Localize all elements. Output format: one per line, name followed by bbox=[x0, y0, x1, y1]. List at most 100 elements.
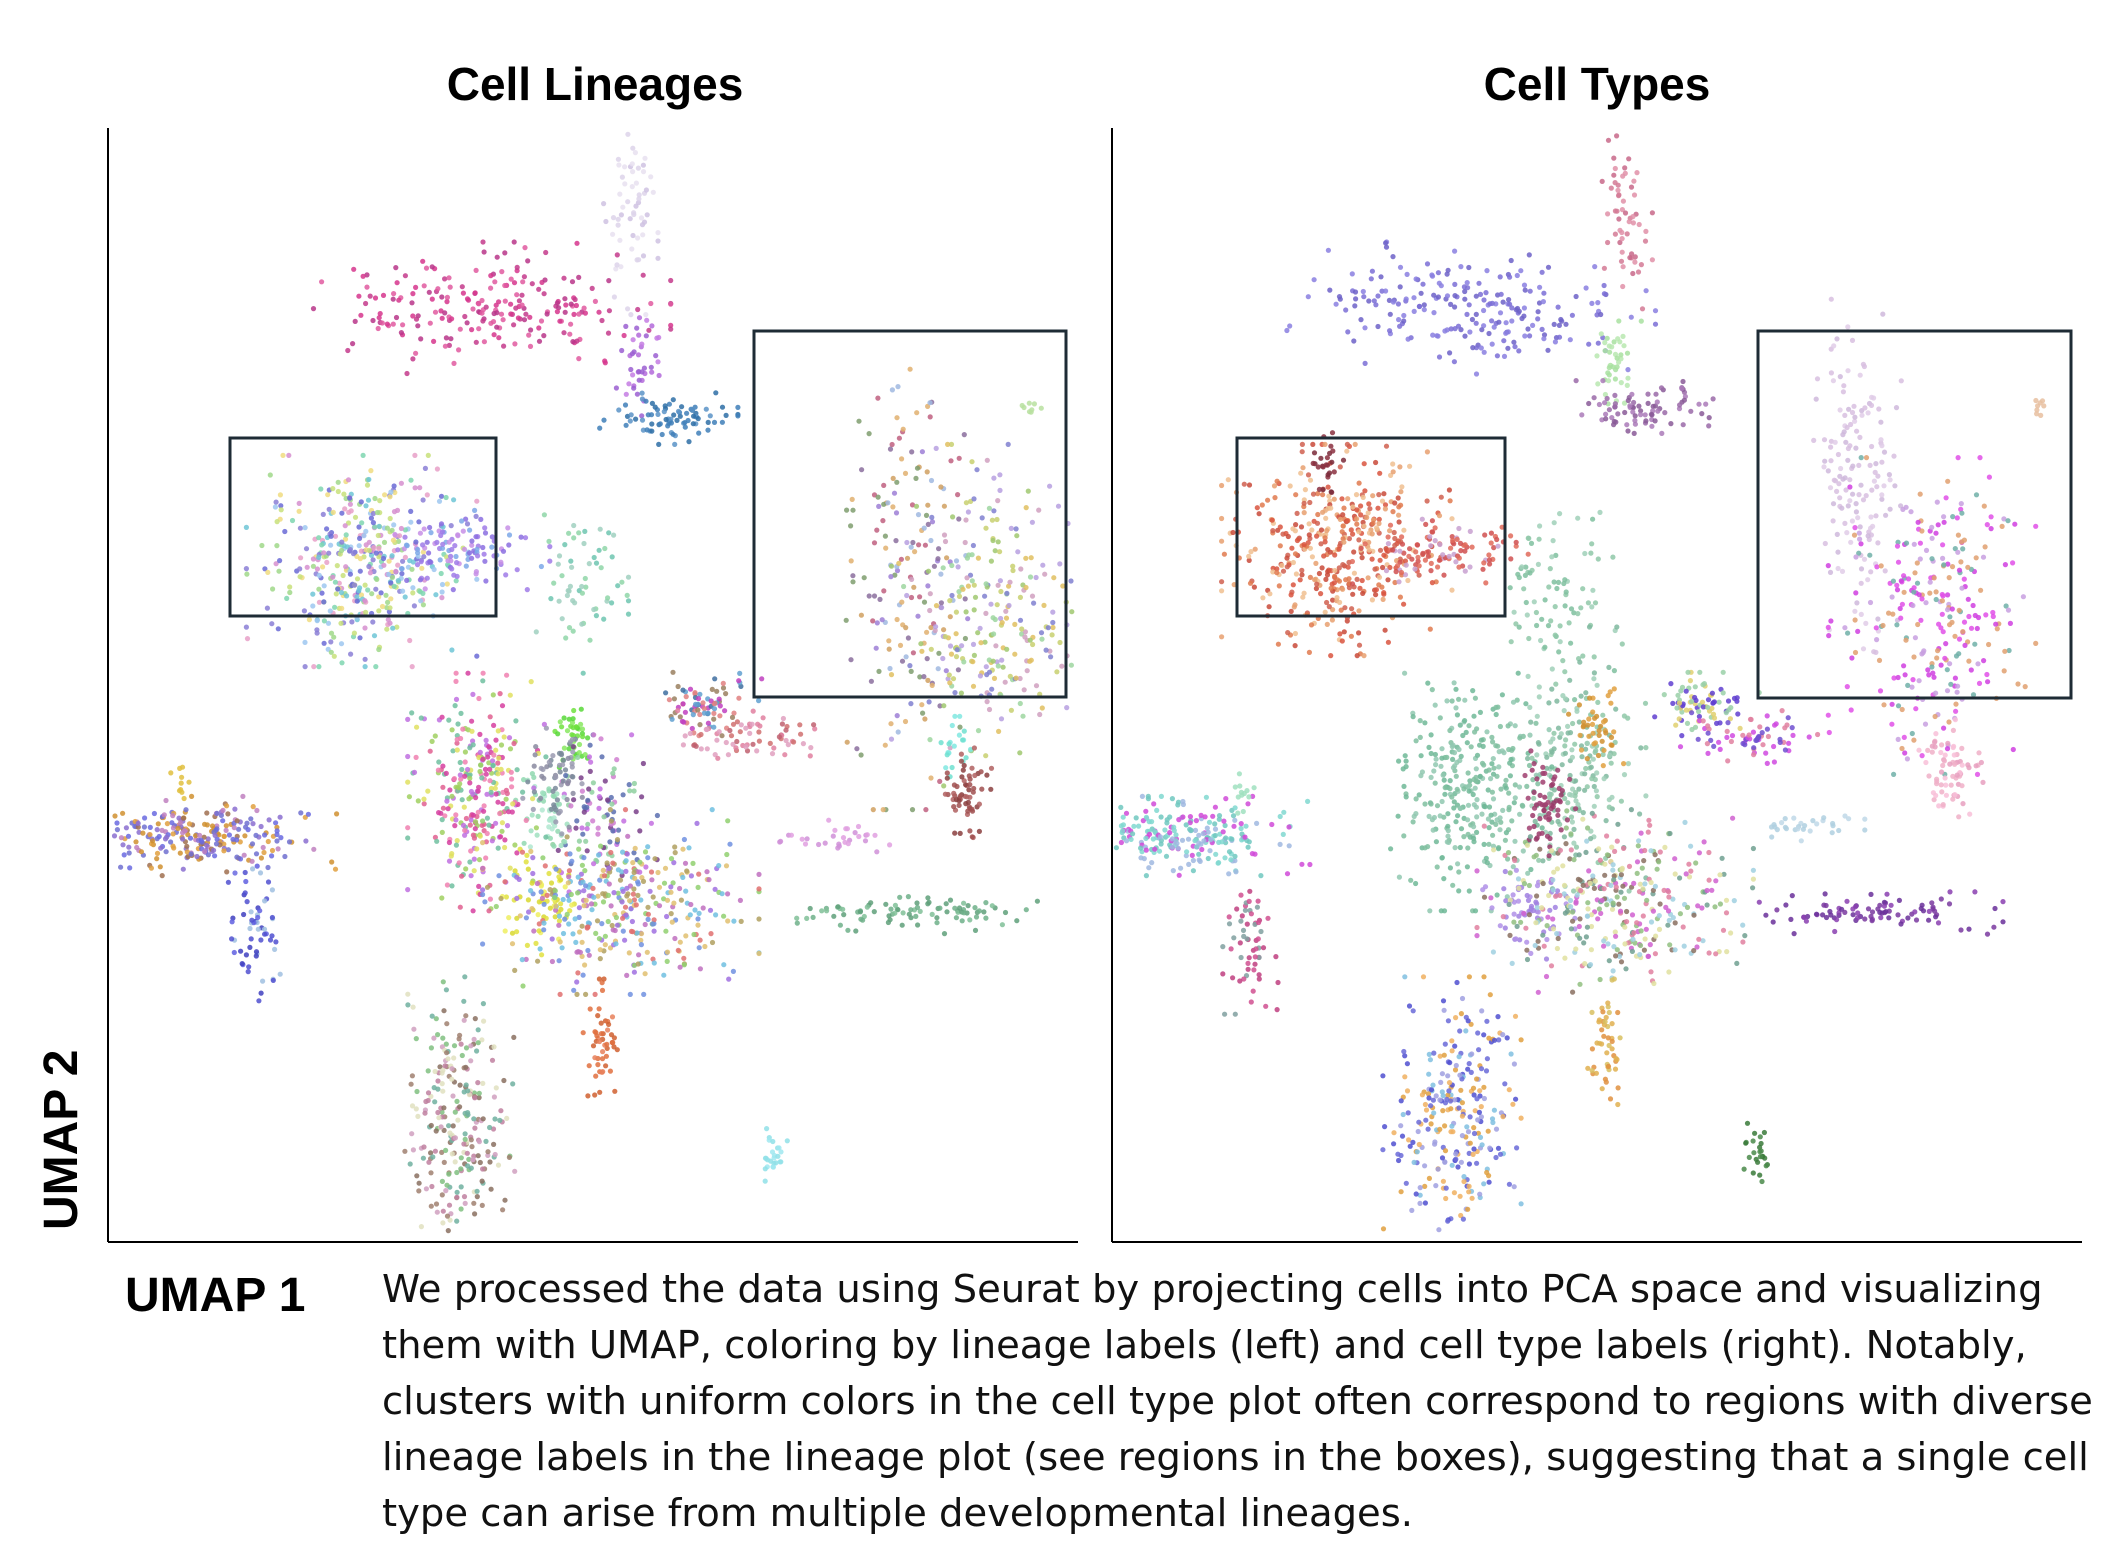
scatter-point bbox=[1592, 264, 1597, 269]
scatter-point bbox=[959, 759, 964, 764]
scatter-point bbox=[1334, 595, 1339, 600]
scatter-point bbox=[1405, 272, 1410, 277]
scatter-point bbox=[985, 699, 990, 704]
scatter-point bbox=[324, 560, 329, 565]
scatter-point bbox=[582, 306, 587, 311]
scatter-point bbox=[1620, 250, 1625, 255]
scatter-point bbox=[566, 531, 571, 536]
scatter-point bbox=[925, 503, 930, 508]
scatter-point bbox=[631, 337, 636, 342]
scatter-point bbox=[488, 286, 493, 291]
scatter-point bbox=[1054, 669, 1059, 674]
scatter-point bbox=[1842, 413, 1847, 418]
scatter-point bbox=[608, 807, 613, 812]
scatter-point bbox=[561, 330, 566, 335]
scatter-point bbox=[1895, 544, 1900, 549]
scatter-point bbox=[1831, 343, 1836, 348]
scatter-point bbox=[1842, 521, 1847, 526]
scatter-point bbox=[601, 617, 606, 622]
scatter-point bbox=[462, 314, 467, 319]
scatter-point bbox=[1519, 564, 1524, 569]
scatter-point bbox=[487, 1125, 492, 1130]
scatter-point bbox=[501, 549, 506, 554]
scatter-point bbox=[530, 881, 535, 886]
scatter-point bbox=[269, 853, 274, 858]
scatter-point bbox=[895, 713, 900, 718]
scatter-point bbox=[1847, 477, 1852, 482]
scatter-point bbox=[1957, 637, 1962, 642]
scatter-point bbox=[243, 879, 248, 884]
scatter-point bbox=[1960, 546, 1965, 551]
scatter-point bbox=[826, 818, 831, 823]
scatter-point bbox=[1518, 268, 1523, 273]
scatter-point bbox=[713, 887, 718, 892]
scatter-point bbox=[1831, 518, 1836, 523]
scatter-point bbox=[966, 787, 971, 792]
scatter-point bbox=[945, 776, 950, 781]
scatter-point bbox=[970, 552, 975, 557]
scatter-point bbox=[157, 834, 162, 839]
scatter-point bbox=[648, 301, 653, 306]
scatter-point bbox=[932, 564, 937, 569]
scatter-point bbox=[1428, 627, 1433, 632]
scatter-point bbox=[278, 815, 283, 820]
scatter-point bbox=[1826, 633, 1831, 638]
scatter-point bbox=[495, 255, 500, 260]
scatter-point bbox=[631, 210, 636, 215]
scatter-point bbox=[945, 752, 950, 757]
scatter-point bbox=[970, 809, 975, 814]
scatter-point bbox=[1859, 581, 1864, 586]
scatter-point bbox=[481, 1001, 486, 1006]
scatter-point bbox=[1549, 554, 1554, 559]
scatter-point bbox=[179, 775, 184, 780]
scatter-point bbox=[950, 723, 955, 728]
scatter-point bbox=[523, 535, 528, 540]
scatter-point bbox=[1375, 324, 1380, 329]
scatter-point bbox=[856, 834, 861, 839]
scatter-point bbox=[1957, 568, 1962, 573]
scatter-point bbox=[540, 896, 545, 901]
scatter-point bbox=[881, 807, 886, 812]
scatter-point bbox=[1942, 656, 1947, 661]
scatter-point bbox=[1564, 589, 1569, 594]
scatter-point bbox=[472, 868, 477, 873]
scatter-point bbox=[575, 890, 580, 895]
scatter-point bbox=[2023, 684, 2028, 689]
scatter-point bbox=[938, 484, 943, 489]
scatter-point bbox=[1350, 504, 1355, 509]
scatter-point bbox=[502, 283, 507, 288]
scatter-point bbox=[929, 515, 934, 520]
scatter-point bbox=[1890, 702, 1895, 707]
scatter-point bbox=[395, 508, 400, 513]
scatter-point bbox=[1873, 461, 1878, 466]
scatter-point bbox=[546, 824, 551, 829]
scatter-point bbox=[756, 916, 761, 921]
scatter-point bbox=[1375, 506, 1380, 511]
scatter-point bbox=[391, 322, 396, 327]
scatter-point bbox=[925, 895, 930, 900]
scatter-point bbox=[1578, 605, 1583, 610]
scatter-point bbox=[1870, 524, 1875, 529]
scatter-point bbox=[613, 941, 618, 946]
scatter-point bbox=[465, 1151, 470, 1156]
scatter-point bbox=[250, 866, 255, 871]
scatter-point bbox=[633, 150, 638, 155]
scatter-point bbox=[1602, 283, 1607, 288]
scatter-point bbox=[585, 826, 590, 831]
scatter-point bbox=[887, 842, 892, 847]
scatter-point bbox=[1007, 580, 1012, 585]
scatter-point bbox=[1929, 556, 1934, 561]
scatter-point bbox=[1445, 272, 1450, 277]
scatter-point bbox=[465, 1088, 470, 1093]
scatter-point bbox=[1324, 462, 1329, 467]
scatter-point bbox=[883, 902, 888, 907]
scatter-point bbox=[958, 831, 963, 836]
scatter-point bbox=[599, 565, 604, 570]
scatter-point bbox=[1344, 449, 1349, 454]
scatter-point bbox=[349, 619, 354, 624]
scatter-point bbox=[1024, 907, 1029, 912]
scatter-point bbox=[1617, 228, 1622, 233]
scatter-point bbox=[2002, 649, 2007, 654]
scatter-point bbox=[411, 1005, 416, 1010]
scatter-point bbox=[983, 916, 988, 921]
